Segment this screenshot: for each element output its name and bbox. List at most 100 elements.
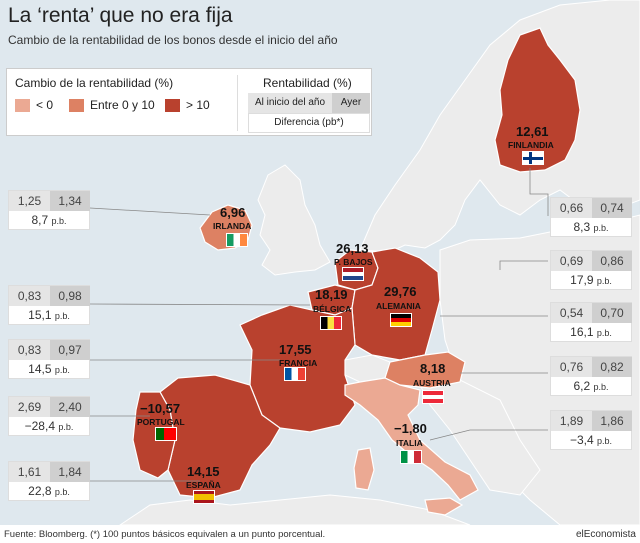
data-box-belgium: 0,83 0,98 15,1 p.b. xyxy=(8,285,90,325)
rate-start: 0,76 xyxy=(551,357,592,377)
value-italy: −1,80 xyxy=(394,421,427,436)
value-spain: 14,15 xyxy=(187,464,220,479)
legend-swatch xyxy=(15,98,30,112)
diff-value: 17,9 xyxy=(570,273,594,287)
legend: Cambio de la rentabilidad (%) < 0 Entre … xyxy=(6,68,372,136)
diff-unit: p.b. xyxy=(593,223,609,233)
data-box-ireland: 1,25 1,34 8,7 p.b. xyxy=(8,190,90,230)
data-box-finland: 0,66 0,74 8,3 p.b. xyxy=(550,197,632,237)
data-box-portugal: 2,69 2,40 −28,4 p.b. xyxy=(8,396,90,436)
rate-start: 0,83 xyxy=(9,340,50,360)
rate-diff: 22,8 p.b. xyxy=(9,482,89,501)
rate-yesterday: 0,70 xyxy=(592,303,632,323)
value-france: 17,55 xyxy=(279,342,312,357)
italy-flag-icon xyxy=(400,450,422,464)
value-ireland: 6,96 xyxy=(220,205,246,220)
land-great-britain xyxy=(257,164,331,276)
country-france: FRANCIA xyxy=(279,358,318,368)
value-germany: 29,76 xyxy=(384,284,417,299)
region-sicily xyxy=(424,497,464,516)
diff-unit: p.b. xyxy=(593,382,609,392)
value-austria: 8,18 xyxy=(420,361,446,376)
diff-value: 16,1 xyxy=(570,325,594,339)
rate-yesterday: 1,86 xyxy=(592,411,632,431)
belgium-flag-icon xyxy=(320,316,342,330)
rate-start: 0,83 xyxy=(9,286,50,306)
legend-label: > 10 xyxy=(186,98,210,112)
rate-start: 1,25 xyxy=(9,191,50,211)
legend-divider xyxy=(237,75,238,131)
legend-rent-start: Al inicio del año xyxy=(248,93,332,113)
rate-diff: 16,1 p.b. xyxy=(551,323,631,342)
region-italy xyxy=(344,377,479,501)
page-title: La ‘renta’ que no era fija xyxy=(8,4,233,27)
diff-value: −28,4 xyxy=(24,419,55,433)
connector-lines xyxy=(89,168,549,482)
diff-unit: p.b. xyxy=(58,422,74,432)
rate-diff: −3,4 p.b. xyxy=(551,431,631,450)
country-spain: ESPAÑA xyxy=(186,480,221,490)
country-belgium: BÉLGICA xyxy=(313,304,352,314)
rate-diff: 8,3 p.b. xyxy=(551,218,631,237)
rate-diff: −28,4 p.b. xyxy=(9,417,89,436)
data-box-austria: 0,76 0,82 6,2 p.b. xyxy=(550,356,632,396)
brand-logo: elEconomista xyxy=(575,529,636,540)
rate-start: 1,89 xyxy=(551,411,592,431)
diff-unit: p.b. xyxy=(51,216,67,226)
finland-flag-icon xyxy=(522,151,544,165)
diff-value: 8,7 xyxy=(31,213,49,227)
diff-unit: p.b. xyxy=(596,276,612,286)
rate-start: 0,66 xyxy=(551,198,592,218)
diff-unit: p.b. xyxy=(597,436,613,446)
legend-label: < 0 xyxy=(36,98,54,112)
diff-value: 6,2 xyxy=(573,379,591,393)
rate-diff: 6,2 p.b. xyxy=(551,377,631,396)
rate-yesterday: 0,98 xyxy=(50,286,90,306)
value-belgium: 18,19 xyxy=(315,287,348,302)
land-balkans xyxy=(419,379,541,496)
rate-yesterday: 2,40 xyxy=(50,397,90,417)
austria-flag-icon xyxy=(422,390,444,404)
rate-yesterday: 1,34 xyxy=(50,191,90,211)
rate-diff: 8,7 p.b. xyxy=(9,211,89,230)
region-finland xyxy=(494,27,581,173)
spain-flag-icon xyxy=(193,490,215,504)
value-finland: 12,61 xyxy=(516,124,549,139)
rate-yesterday: 0,74 xyxy=(592,198,632,218)
diff-unit: p.b. xyxy=(54,365,70,375)
diff-value: −3,4 xyxy=(569,433,594,447)
ireland-flag-icon xyxy=(226,233,248,247)
france-flag-icon xyxy=(284,367,306,381)
value-netherlands: 26,13 xyxy=(336,241,369,256)
region-sardinia xyxy=(353,447,375,491)
country-netherlands: P. BAJOS xyxy=(334,257,373,267)
legend-swatch xyxy=(69,98,84,112)
germany-flag-icon xyxy=(390,313,412,327)
diff-value: 8,3 xyxy=(573,220,591,234)
country-italy: ITALIA xyxy=(396,438,423,448)
data-box-germany: 0,54 0,70 16,1 p.b. xyxy=(550,302,632,342)
diff-unit: p.b. xyxy=(596,328,612,338)
data-box-italy: 1,89 1,86 −3,4 p.b. xyxy=(550,410,632,450)
rate-diff: 17,9 p.b. xyxy=(551,271,631,290)
rate-yesterday: 0,82 xyxy=(592,357,632,377)
rate-start: 2,69 xyxy=(9,397,50,417)
legend-rent-title: Rentabilidad (%) xyxy=(263,76,352,90)
legend-rent-yesterday: Ayer xyxy=(332,93,370,113)
rate-diff: 14,5 p.b. xyxy=(9,360,89,379)
legend-rent-diff: Diferencia (pb*) xyxy=(248,113,370,133)
country-ireland: IRLANDA xyxy=(213,221,252,231)
rate-yesterday: 0,86 xyxy=(592,251,632,271)
rate-start: 1,61 xyxy=(9,462,50,482)
country-germany: ALEMANIA xyxy=(376,301,421,311)
legend-swatch xyxy=(165,98,180,112)
source-note: Fuente: Bloomberg. (*) 100 puntos básico… xyxy=(4,529,326,540)
data-box-netherlands: 0,69 0,86 17,9 p.b. xyxy=(550,250,632,290)
legend-title: Cambio de la rentabilidad (%) xyxy=(15,76,174,90)
legend-label: Entre 0 y 10 xyxy=(90,98,155,112)
diff-value: 22,8 xyxy=(28,484,52,498)
value-portugal: −10,57 xyxy=(140,401,181,416)
diff-value: 14,5 xyxy=(28,362,52,376)
diff-unit: p.b. xyxy=(54,487,70,497)
data-box-france: 0,83 0,97 14,5 p.b. xyxy=(8,339,90,379)
